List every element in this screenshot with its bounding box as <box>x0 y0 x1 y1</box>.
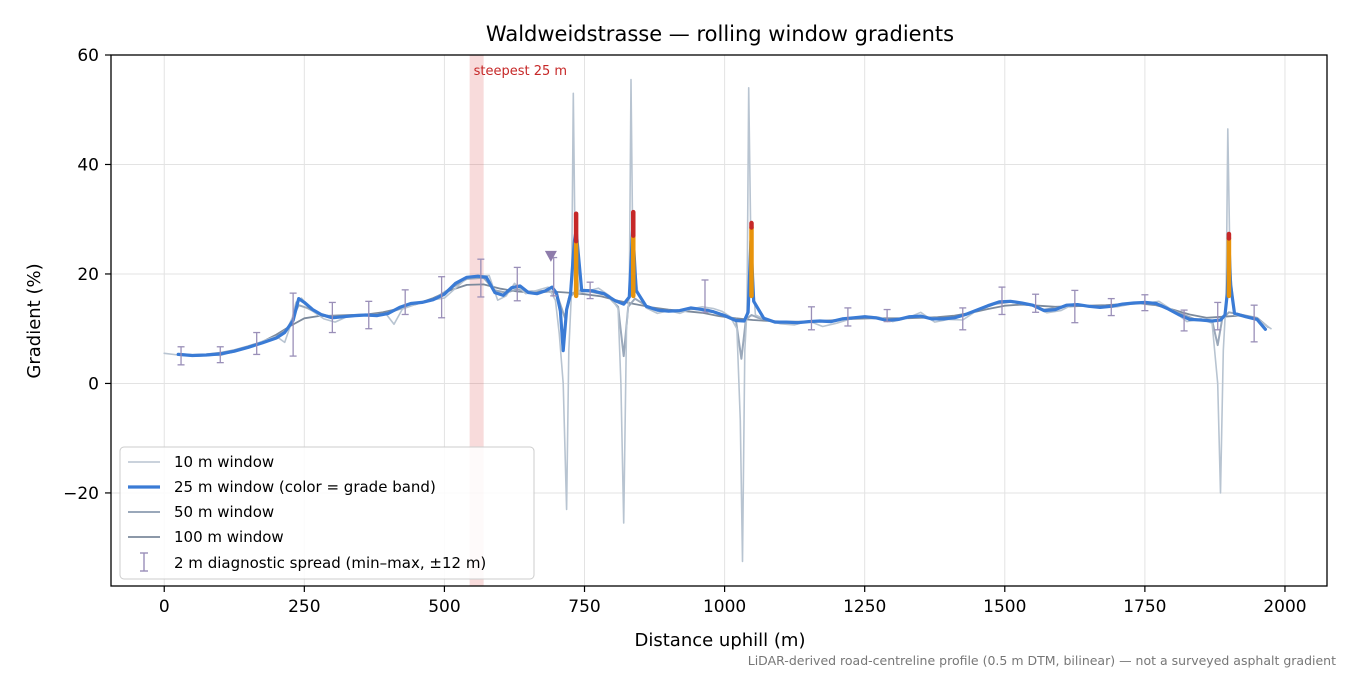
errorbar <box>807 306 815 331</box>
plot-frame <box>110 54 1328 587</box>
footnote: LiDAR-derived road-centreline profile (0… <box>748 653 1336 668</box>
marker-layer <box>544 250 557 262</box>
x-tick-label: 1250 <box>843 597 886 617</box>
x-tick-label: 750 <box>568 597 600 617</box>
errorbar <box>1180 309 1188 332</box>
errorbar <box>328 301 336 334</box>
legend-label-100m: 100 m window <box>174 528 284 546</box>
errorbar <box>959 307 967 331</box>
errorbar <box>701 279 709 313</box>
errorbar <box>1250 304 1258 343</box>
y-tick-label: 60 <box>77 46 99 66</box>
errorbar <box>513 266 521 302</box>
chart-title: Waldweidstrasse — rolling window gradien… <box>486 22 954 46</box>
diagnostic-spread-errorbars <box>177 256 1258 366</box>
y-tick-label: 20 <box>77 265 99 285</box>
y-axis-label: Gradient (%) <box>24 263 45 378</box>
marker-triangle <box>544 250 557 262</box>
errorbar <box>216 346 224 364</box>
errorbar <box>1071 289 1079 324</box>
errorbar <box>1032 293 1040 313</box>
x-axis-label: Distance uphill (m) <box>635 630 806 651</box>
errorbar <box>1107 297 1115 317</box>
legend-label-10m: 10 m window <box>174 453 274 471</box>
grade-band-segments <box>573 209 1232 299</box>
x-tick-label: 1000 <box>703 597 746 617</box>
y-tick-label: −20 <box>63 484 99 504</box>
x-tick-label: 0 <box>159 597 170 617</box>
x-tick-label: 500 <box>428 597 460 617</box>
errorbar <box>998 286 1006 316</box>
legend: 10 m window 25 m window (color = grade b… <box>119 446 535 580</box>
axis-ticks: 0 250 500 750 1000 1250 1500 1750 2000 −20 0 20 40 60 <box>63 46 1306 617</box>
errorbar <box>1214 301 1222 331</box>
x-tick-label: 2000 <box>1263 597 1306 617</box>
errorbar <box>177 346 185 366</box>
errorbar <box>401 289 409 316</box>
legend-box <box>119 446 535 580</box>
x-tick-label: 250 <box>288 597 320 617</box>
legend-label-50m: 50 m window <box>174 503 274 521</box>
legend-label-25m: 25 m window (color = grade band) <box>174 478 436 496</box>
errorbar <box>883 308 891 323</box>
errorbar <box>844 307 852 327</box>
highlight-label: steepest 25 m <box>474 64 567 79</box>
errorbar <box>1141 294 1149 312</box>
legend-label-spread: 2 m diagnostic spread (min–max, ±12 m) <box>174 554 486 572</box>
errorbar <box>365 300 373 330</box>
errorbar <box>253 331 261 356</box>
errorbar <box>586 281 594 300</box>
errorbar <box>438 276 446 319</box>
y-tick-label: 0 <box>88 374 99 394</box>
y-tick-label: 40 <box>77 155 99 175</box>
errorbar <box>289 292 297 357</box>
errorbar <box>477 258 485 298</box>
series-25m-window <box>176 225 1267 358</box>
x-tick-label: 1750 <box>1123 597 1166 617</box>
legend-swatch-errorbar <box>140 552 148 572</box>
x-tick-label: 1500 <box>983 597 1026 617</box>
